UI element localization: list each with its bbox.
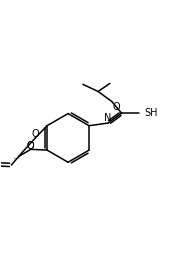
Text: SH: SH (144, 108, 158, 118)
Text: O: O (32, 129, 40, 139)
Text: O: O (113, 102, 120, 112)
Text: methoxy: methoxy (17, 150, 23, 151)
Text: methoxy: methoxy (14, 158, 20, 159)
Text: O: O (26, 141, 34, 151)
Text: O: O (27, 141, 35, 152)
Text: N: N (104, 113, 111, 123)
